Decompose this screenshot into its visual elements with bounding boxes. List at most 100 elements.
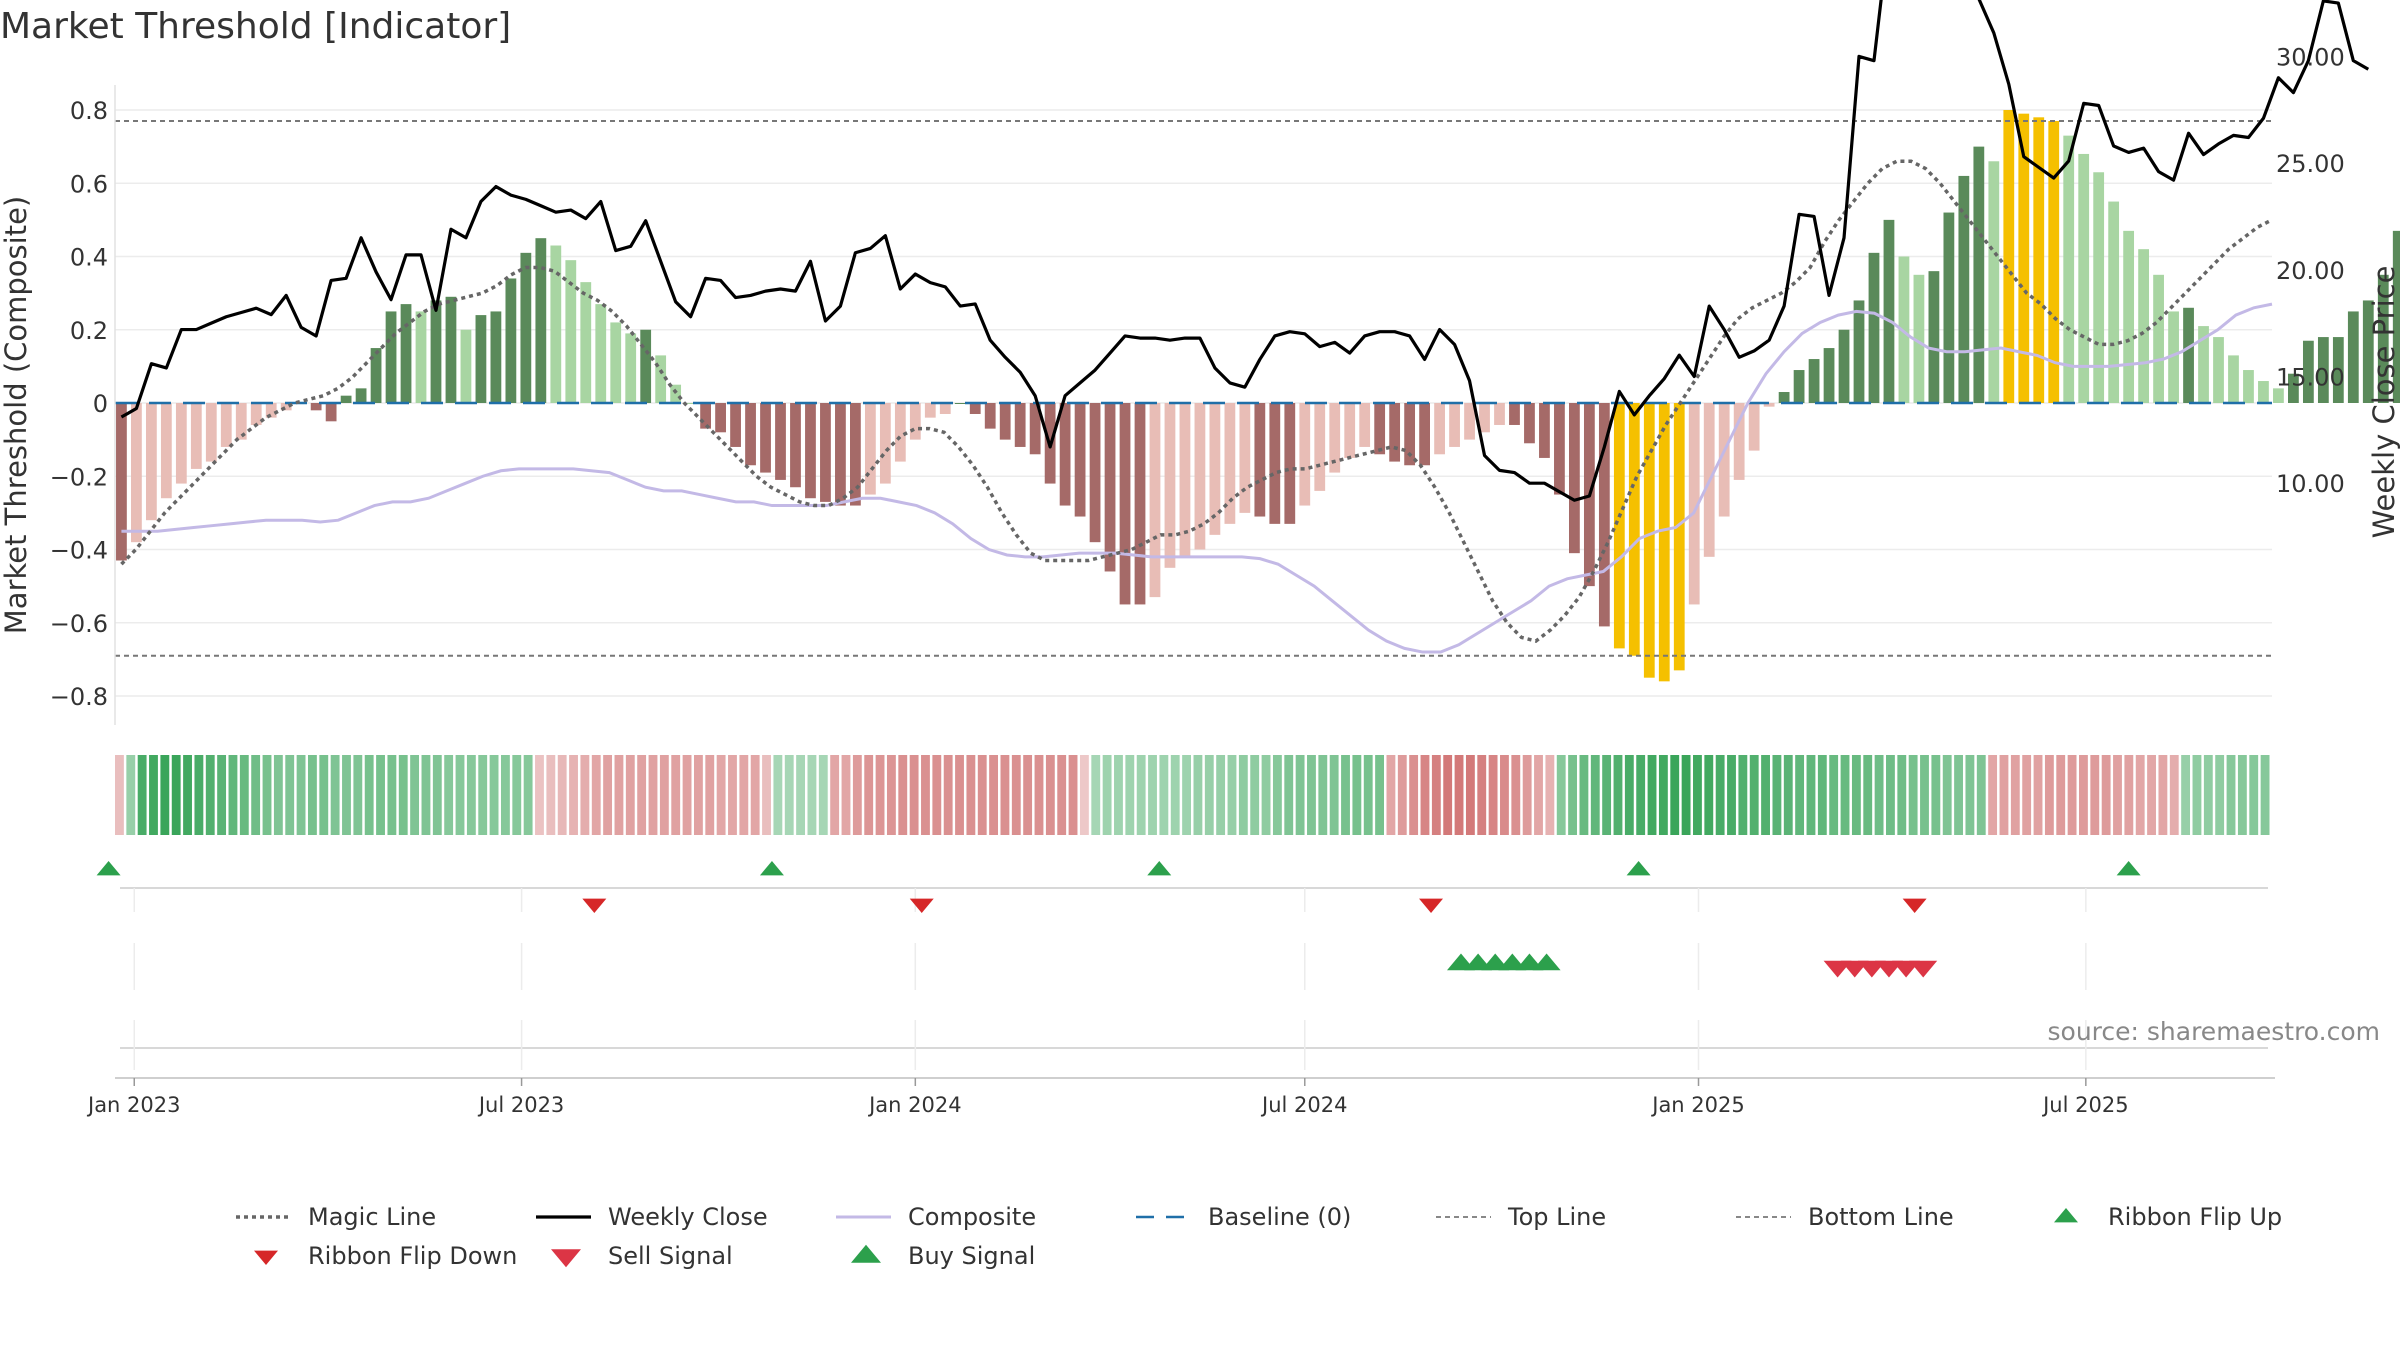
ribbon-cell (1999, 755, 2009, 835)
ribbon-cell (500, 755, 510, 835)
composite-bar (1254, 403, 1266, 517)
composite-bar (1748, 403, 1760, 451)
ribbon-cell (659, 755, 669, 835)
ribbon-cell (1693, 755, 1702, 835)
ribbon-cell (171, 755, 181, 835)
composite-bar (2228, 355, 2239, 403)
composite-bar (1688, 403, 1700, 605)
x-tick-label: Jul 2025 (2041, 1093, 2128, 1117)
ribbon-cell (330, 755, 340, 835)
composite-bar (655, 355, 667, 403)
ribbon-cell (1886, 755, 1895, 835)
composite-bar (235, 403, 247, 440)
ribbon-cell (682, 755, 692, 835)
composite-bar (1898, 256, 1910, 403)
ribbon-cell (1102, 755, 1112, 835)
composite-bar (1524, 403, 1535, 444)
legend-item: Ribbon Flip Up (2054, 1203, 2282, 1231)
composite-bar (490, 311, 502, 403)
ribbon-cell (955, 755, 964, 835)
composite-bar (1928, 271, 1940, 403)
axes: −0.8 −0.6 −0.4 −0.2 0 0.2 0.4 0.6 0.8 10.00 15.00 2… (50, 43, 2345, 725)
ribbon-cell (1500, 755, 1509, 835)
composite-bar (1509, 403, 1520, 425)
ribbon-cell (966, 755, 976, 835)
ribbon-cell (1477, 755, 1487, 835)
ribbon-cell (1057, 755, 1067, 835)
ribbon-cell (807, 755, 817, 835)
composite-bar (1868, 252, 1880, 403)
composite-bar (1179, 403, 1191, 557)
ribbon-cell (194, 755, 204, 835)
legend-label: Baseline (0) (1208, 1203, 1351, 1231)
composite-bar (2317, 337, 2329, 403)
composite-bar (760, 403, 771, 473)
composite-bar (835, 403, 846, 506)
composite-bar (969, 403, 981, 414)
ribbon-cell (364, 755, 374, 835)
composite-bar (1164, 403, 1176, 568)
ribbon-cell (2147, 755, 2156, 835)
ribbon-cell (864, 755, 874, 835)
composite-bar (175, 403, 187, 484)
composite-bar (505, 278, 517, 403)
ribbon-cell (239, 755, 249, 835)
ribbon-cell (2010, 755, 2020, 835)
ribbon-cell (1352, 755, 1362, 835)
ribbon-flip-down-marker (1419, 898, 1444, 913)
composite-bar (565, 260, 577, 403)
ribbon-cell (1295, 755, 1305, 835)
legend-label: Weekly Close (608, 1203, 768, 1231)
ribbon-cell (921, 755, 930, 835)
ribbon-cell (1159, 755, 1169, 835)
composite-bar (340, 395, 352, 403)
composite-bar (415, 311, 427, 403)
x-tick-label: Jan 2023 (86, 1093, 181, 1117)
composite-bar (939, 403, 951, 414)
composite-bars (116, 110, 2400, 682)
ribbon-cell (1636, 755, 1646, 835)
composite-bar (1494, 403, 1505, 425)
ribbon-cell (205, 755, 215, 835)
composite-bar (1089, 403, 1101, 543)
composite-bar (1074, 403, 1086, 517)
ribbon-cell (1148, 755, 1157, 835)
legend-label: Magic Line (308, 1203, 436, 1231)
ribbon-cell (580, 755, 590, 835)
ribbon-cell (818, 755, 828, 835)
composite-bar (685, 403, 697, 404)
ribbon-cell (1443, 755, 1453, 835)
ribbon-cell (1806, 755, 1816, 835)
ribbon-cell (1829, 755, 1839, 835)
composite-bar (131, 403, 142, 543)
ribbon-cell (398, 755, 408, 835)
composite-bar (2183, 307, 2194, 403)
ribbon-cell (671, 755, 681, 835)
ribbon-cell (2033, 755, 2043, 835)
composite-bar (1449, 403, 1460, 447)
ribbon-cell (126, 755, 136, 835)
legend-item: Buy Signal (851, 1242, 1035, 1270)
ribbon-cell (1045, 755, 1055, 835)
y-tick-label-right: 30.00 (2276, 43, 2345, 71)
ribbon-cell (2044, 755, 2054, 835)
composite-bar (1628, 403, 1640, 656)
ribbon-cell (739, 755, 749, 835)
ribbon-flip-up-marker (1626, 861, 1651, 876)
ribbon-cell (1238, 755, 1248, 835)
ribbon-cell (2203, 755, 2213, 835)
ribbon-cell (1034, 755, 1044, 835)
composite-bar (1314, 403, 1326, 491)
ribbon-cell (512, 755, 522, 835)
composite-bar (430, 300, 442, 403)
ribbon-cell (535, 755, 544, 835)
ribbon-cell (648, 755, 658, 835)
composite-bar (2033, 117, 2045, 403)
legend-label: Top Line (1507, 1203, 1606, 1231)
legend-item: Magic Line (236, 1203, 436, 1231)
ribbon-cell (1795, 755, 1805, 835)
legend: Magic Line Weekly Close Composite Baseline … (236, 1203, 2282, 1270)
composite-bar (2168, 311, 2179, 403)
ribbon-cell (1590, 755, 1600, 835)
ribbon-cell (1000, 755, 1010, 835)
